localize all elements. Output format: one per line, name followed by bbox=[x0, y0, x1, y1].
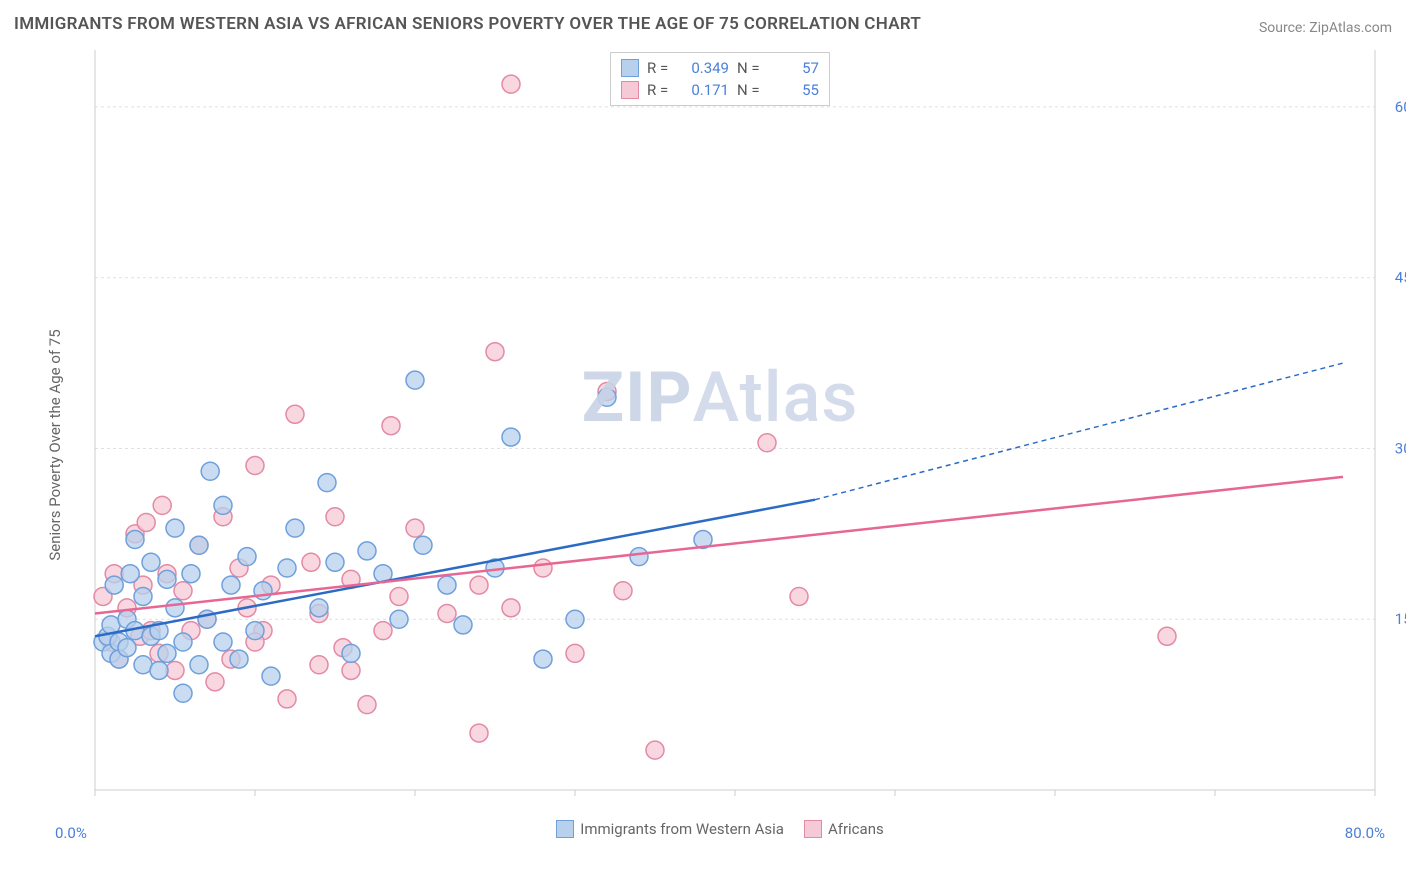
scatter-plot: 15.0% 30.0% 45.0% 60.0% bbox=[85, 50, 1406, 820]
legend-series: Immigrants from Western Asia Africans bbox=[55, 820, 1385, 838]
legend-row-series-2: R = 0.171 N = 55 bbox=[621, 79, 819, 101]
svg-text:30.0%: 30.0% bbox=[1395, 439, 1406, 457]
y-axis-label: Seniors Poverty Over the Age of 75 bbox=[46, 329, 64, 560]
source-attribution: Source: ZipAtlas.com bbox=[1259, 20, 1392, 36]
swatch-series-2 bbox=[621, 81, 639, 99]
r-label: R = bbox=[647, 57, 671, 79]
n-value-1: 57 bbox=[769, 57, 819, 79]
chart-area: Seniors Poverty Over the Age of 75 ZIPAt… bbox=[55, 50, 1385, 840]
n-label: N = bbox=[737, 57, 761, 79]
r-label: R = bbox=[647, 79, 671, 101]
legend-correlation-box: R = 0.349 N = 57 R = 0.171 N = 55 bbox=[610, 52, 830, 106]
swatch-series-1 bbox=[621, 59, 639, 77]
swatch-series-1 bbox=[556, 820, 574, 838]
legend-row-series-1: R = 0.349 N = 57 bbox=[621, 57, 819, 79]
svg-text:45.0%: 45.0% bbox=[1395, 269, 1406, 287]
n-label: N = bbox=[737, 79, 761, 101]
n-value-2: 55 bbox=[769, 79, 819, 101]
legend-label-1: Immigrants from Western Asia bbox=[580, 820, 784, 838]
r-value-2: 0.171 bbox=[679, 79, 729, 101]
svg-text:60.0%: 60.0% bbox=[1395, 98, 1406, 116]
svg-text:15.0%: 15.0% bbox=[1395, 610, 1406, 628]
legend-label-2: Africans bbox=[828, 820, 884, 838]
legend-item-series-2: Africans bbox=[804, 820, 884, 838]
chart-title: IMMIGRANTS FROM WESTERN ASIA VS AFRICAN … bbox=[14, 14, 921, 34]
swatch-series-2 bbox=[804, 820, 822, 838]
legend-item-series-1: Immigrants from Western Asia bbox=[556, 820, 784, 838]
r-value-1: 0.349 bbox=[679, 57, 729, 79]
